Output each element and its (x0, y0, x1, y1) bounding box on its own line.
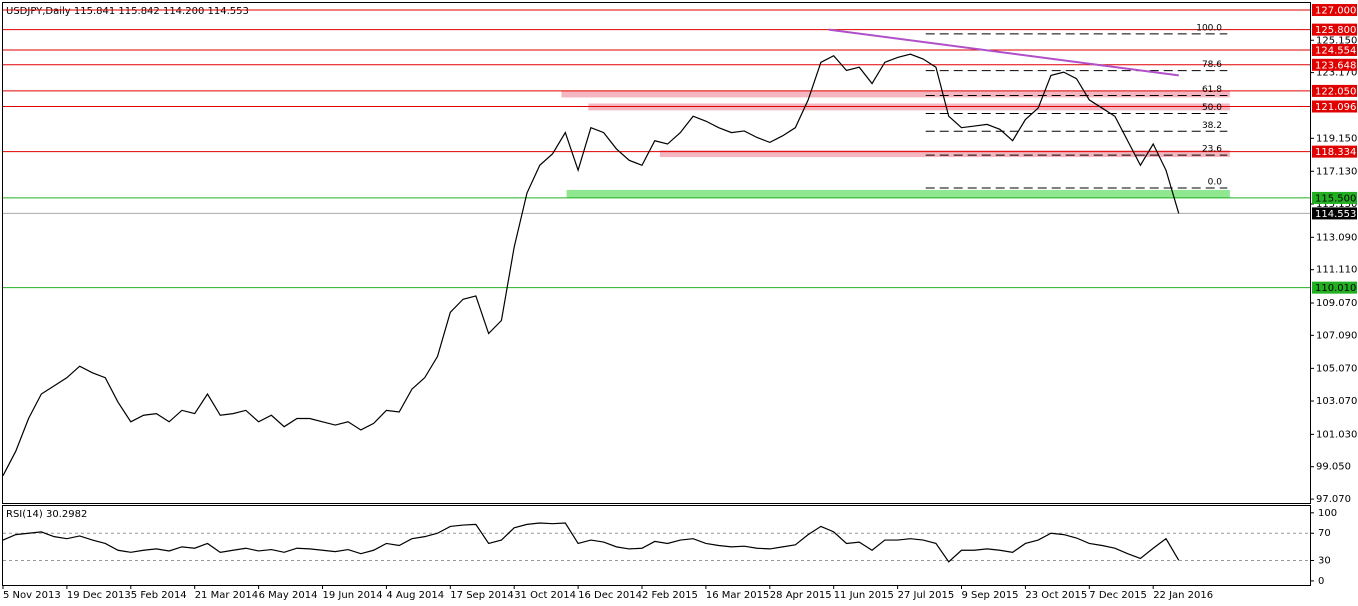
y-tick-label: 0 (1318, 576, 1324, 587)
fib-label: 23.6 (1202, 145, 1222, 155)
y-tick-label: 30 (1318, 555, 1331, 566)
y-tick-label: 100 (1318, 508, 1337, 519)
zone (659, 150, 1230, 158)
level-label: 123.648 (1315, 60, 1356, 71)
y-tick-label: 103.070 (1316, 396, 1357, 407)
y-tick-label: 105.070 (1316, 363, 1357, 374)
x-tick-label: 22 Jan 2016 (1153, 590, 1213, 601)
x-tick-label: 4 Aug 2014 (386, 590, 444, 601)
level-label-bg (1312, 100, 1357, 113)
level-label: 115.500 (1315, 193, 1356, 204)
x-tick-label: 19 Jun 2014 (323, 590, 383, 601)
rsi-line (2, 522, 1180, 563)
trendline (828, 28, 1179, 77)
x-tick-label: 16 Mar 2015 (706, 590, 769, 601)
level-label: 125.800 (1315, 25, 1356, 36)
x-tick-label: 21 Mar 2014 (195, 590, 258, 601)
level-label-bg (1312, 145, 1357, 158)
x-tick-label: 2 Feb 2015 (642, 590, 698, 601)
x-tick-label: 11 Jun 2015 (834, 590, 894, 601)
fib-label: 38.2 (1202, 121, 1222, 131)
x-tick-label: 6 May 2014 (259, 590, 318, 601)
x-tick-label: 9 Sep 2015 (962, 590, 1019, 601)
level-label-bg (1312, 4, 1357, 17)
fib-label: 78.6 (1202, 60, 1222, 70)
fib-label: 50.0 (1202, 103, 1222, 113)
y-tick-label: 125.150 (1316, 35, 1357, 46)
y-tick-label: 99.050 (1316, 462, 1351, 473)
level-label: 124.554 (1315, 45, 1356, 56)
y-tick-label: 115.130 (1316, 199, 1357, 210)
x-tick-label: 5 Nov 2013 (3, 590, 61, 601)
level-label: 122.050 (1315, 86, 1356, 97)
zone (566, 189, 1230, 198)
x-tick-label: 7 Dec 2015 (1089, 590, 1147, 601)
chart-title: USDJPY,Daily 115.841 115.842 114.200 114… (6, 6, 249, 17)
level-label-bg (1312, 43, 1357, 56)
level-label-bg (1312, 281, 1357, 294)
x-tick-label: 19 Dec 2013 (67, 590, 131, 601)
y-tick-label: 101.030 (1316, 429, 1357, 440)
y-tick-label: 123.170 (1316, 68, 1357, 79)
x-tick-label: 31 Oct 2014 (514, 590, 576, 601)
x-tick-label: 16 Dec 2014 (578, 590, 642, 601)
y-tick-label: 117.130 (1316, 166, 1357, 177)
level-label-bg (1312, 207, 1357, 220)
level-label-bg (1312, 23, 1357, 36)
rsi-panel (2, 505, 1311, 586)
level-label: 127.000 (1315, 6, 1356, 17)
x-tick-label: 5 Feb 2014 (131, 590, 187, 601)
y-tick-label: 70 (1318, 528, 1331, 539)
level-label: 118.334 (1315, 147, 1356, 158)
level-label: 110.010 (1315, 283, 1356, 294)
level-label: 114.553 (1315, 209, 1356, 220)
x-tick-label: 17 Sep 2014 (450, 590, 513, 601)
main-panel (2, 2, 1311, 504)
y-tick-label: 119.150 (1316, 133, 1357, 144)
level-label: 121.096 (1315, 102, 1356, 113)
y-tick-label: 107.090 (1316, 330, 1357, 341)
price-line (2, 53, 1180, 476)
x-tick-label: 23 Oct 2015 (1025, 590, 1087, 601)
x-tick-label: 27 Jul 2015 (898, 590, 955, 601)
y-tick-label: 109.070 (1316, 298, 1357, 309)
fib-label: 0.0 (1208, 177, 1223, 187)
level-label-bg (1312, 58, 1357, 71)
y-tick-label: 97.070 (1316, 494, 1351, 505)
fib-label: 100.0 (1196, 23, 1222, 33)
rsi-title: RSI(14) 30.2982 (6, 509, 87, 520)
fib-label: 61.8 (1202, 85, 1222, 95)
x-tick-label: 28 Apr 2015 (770, 590, 832, 601)
y-tick-label: 111.110 (1316, 265, 1357, 276)
level-label-bg (1312, 191, 1357, 204)
level-label-bg (1312, 84, 1357, 97)
zone (561, 90, 1230, 98)
y-tick-label: 113.090 (1316, 232, 1357, 243)
